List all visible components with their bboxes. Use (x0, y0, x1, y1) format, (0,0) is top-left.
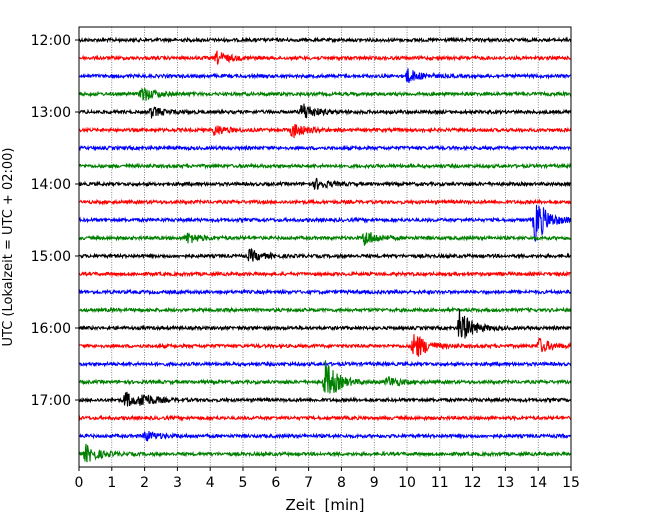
trace-1215 (79, 50, 572, 65)
trace-group (78, 36, 572, 463)
x-tick-label: 13 (496, 475, 514, 491)
y-axis-label: UTC (Lokalzeit = UTC + 02:00) (1, 148, 16, 347)
trace-1745 (78, 443, 572, 463)
x-axis: 0 1 2 3 4 5 6 7 8 9 10 11 12 13 14 15 (75, 467, 580, 491)
trace-1315 (78, 124, 572, 139)
x-tick-label: 15 (562, 475, 580, 491)
trace-1300 (78, 103, 572, 119)
trace-1530 (78, 288, 572, 296)
y-tick-label: 16:00 (31, 321, 71, 337)
trace-1400 (78, 177, 572, 190)
x-tick-label: 7 (304, 475, 313, 491)
y-tick-label: 15:00 (31, 249, 71, 265)
plot-frame (78, 26, 572, 468)
trace-1200 (78, 36, 572, 44)
x-tick-label: 14 (529, 475, 547, 491)
y-tick-label: 17:00 (31, 393, 71, 409)
x-tick-label: 8 (337, 475, 346, 491)
x-tick-label: 4 (206, 475, 215, 491)
x-tick-label: 3 (173, 475, 182, 491)
y-tick-label: 13:00 (31, 105, 71, 121)
y-axis: 12:00 13:00 14:00 15:00 16:00 17:00 (31, 33, 79, 409)
trace-1415 (78, 198, 572, 206)
plot-area (79, 27, 571, 467)
trace-1600 (78, 308, 572, 339)
x-tick-label: 2 (140, 475, 149, 491)
x-grid (111, 27, 539, 467)
x-tick-label: 12 (464, 475, 482, 491)
x-tick-label: 5 (239, 475, 248, 491)
trace-1515 (78, 270, 572, 278)
x-axis-label: Zeit [min] (285, 496, 364, 514)
trace-1330 (78, 144, 572, 152)
x-tick-label: 11 (431, 475, 449, 491)
trace-1345 (78, 162, 572, 170)
trace-1245 (78, 87, 572, 102)
trace-1615 (78, 334, 572, 358)
y-tick-label: 14:00 (31, 177, 71, 193)
x-tick-label: 10 (398, 475, 416, 491)
x-tick-label: 9 (370, 475, 379, 491)
trace-1715 (78, 414, 572, 422)
trace-1445 (78, 232, 572, 246)
trace-1645 (78, 360, 572, 394)
x-tick-label: 1 (107, 475, 116, 491)
trace-1500 (78, 247, 572, 262)
trace-1230 (78, 68, 572, 83)
trace-1700 (78, 391, 572, 407)
y-tick-label: 12:00 (31, 33, 71, 49)
trace-1430 (78, 204, 572, 242)
trace-1730 (78, 430, 572, 442)
x-tick-label: 0 (75, 475, 84, 491)
x-tick-label: 6 (271, 475, 280, 491)
trace-1545 (78, 306, 572, 314)
